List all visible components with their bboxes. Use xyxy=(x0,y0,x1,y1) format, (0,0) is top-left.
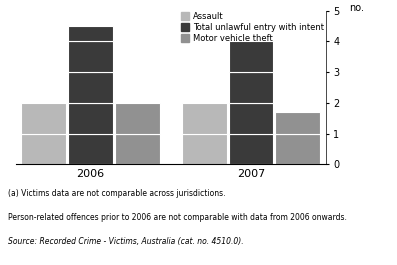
Bar xyxy=(182,103,227,134)
Bar xyxy=(68,26,113,41)
Bar xyxy=(229,134,273,164)
Bar xyxy=(68,103,113,134)
Bar xyxy=(115,103,160,134)
Bar xyxy=(182,134,227,164)
Bar xyxy=(275,134,320,164)
Text: Source: Recorded Crime - Victims, Australia (cat. no. 4510.0).: Source: Recorded Crime - Victims, Austra… xyxy=(8,237,244,246)
Bar xyxy=(229,103,273,134)
Text: (a) Victims data are not comparable across jurisdictions.: (a) Victims data are not comparable acro… xyxy=(8,189,225,198)
Bar xyxy=(229,72,273,103)
Bar xyxy=(68,72,113,103)
Legend: Assault, Total unlawful entry with intent, Motor vehicle theft: Assault, Total unlawful entry with inten… xyxy=(181,12,324,43)
Bar xyxy=(21,103,66,134)
Bar xyxy=(275,112,320,134)
Bar xyxy=(229,41,273,72)
Bar xyxy=(68,134,113,164)
Bar xyxy=(68,41,113,72)
Y-axis label: no.: no. xyxy=(349,3,364,13)
Bar xyxy=(21,134,66,164)
Text: Person-related offences prior to 2006 are not comparable with data from 2006 onw: Person-related offences prior to 2006 ar… xyxy=(8,213,347,222)
Bar xyxy=(115,134,160,164)
